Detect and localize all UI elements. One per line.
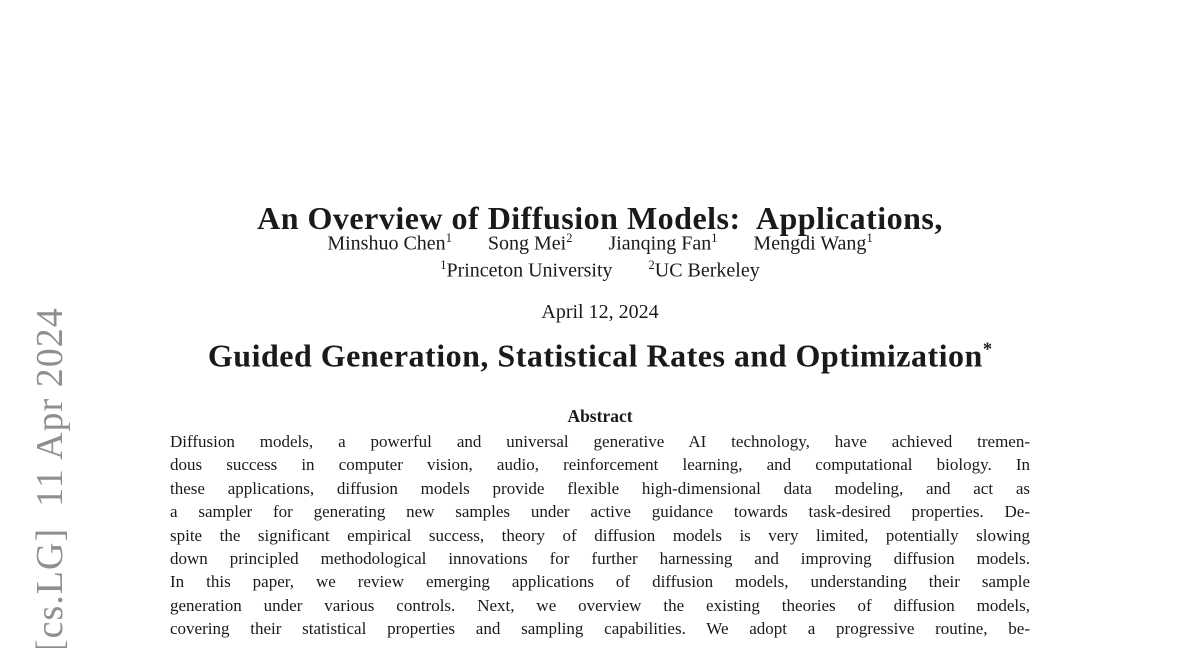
abstract-line: covering their statistical properties an… [170,619,1030,639]
affiliation: 2UC Berkeley [649,252,760,285]
author-affil-mark: 2 [566,231,573,245]
abstract-line: down principled methodological innovatio… [170,549,1030,569]
title-footnote-mark: * [982,339,993,360]
author: Song Mei2 [488,225,573,258]
affiliation-name: Princeton University [446,259,613,282]
author-name: Song Mei [487,232,567,255]
affiliation: 1Princeton University [440,252,612,285]
abstract-body: Diffusion models, a powerful and univers… [170,430,1030,641]
affiliation-mark: 2 [648,258,655,272]
author-list: Minshuo Chen1 Song Mei2 Jianqing Fan1 Me… [0,225,1200,258]
abstract-line: these applications, diffusion models pro… [170,478,1030,498]
affiliation-name: UC Berkeley [654,259,760,282]
author: Jianqing Fan1 [608,225,717,258]
affiliation-list: 1Princeton University 2UC Berkeley [0,252,1200,285]
author-name: Jianqing Fan [608,232,712,255]
title-line-2-text: Guided Generation, Statistical Rates and… [207,337,983,374]
author: Minshuo Chen1 [327,225,452,258]
abstract-line: generation under various controls. Next,… [170,595,1030,615]
date-line: April 12, 2024 [541,301,659,323]
author-affil-mark: 1 [866,231,873,245]
author-affil-mark: 1 [711,231,718,245]
author-affil-mark: 1 [445,231,452,245]
title-line-1: An Overview of Diffusion Models: Applica… [257,200,943,236]
author-name: Mengdi Wang [753,232,867,255]
paper-title: An Overview of Diffusion Models: Applica… [0,108,1200,466]
abstract-heading: Abstract [567,406,633,426]
abstract-line: a sampler for generating new samples und… [170,502,1030,522]
author: Mengdi Wang1 [753,225,872,258]
abstract-line: dous success in computer vision, audio, … [170,455,1030,475]
abstract-line: In this paper, we review emerging applic… [170,572,1030,592]
abstract-line: spite the significant empirical success,… [170,525,1030,545]
author-name: Minshuo Chen [327,232,446,255]
abstract-line: Diffusion models, a powerful and univers… [170,432,1030,451]
affiliation-mark: 1 [440,258,447,272]
title-line-2: Guided Generation, Statistical Rates and… [0,328,1200,378]
